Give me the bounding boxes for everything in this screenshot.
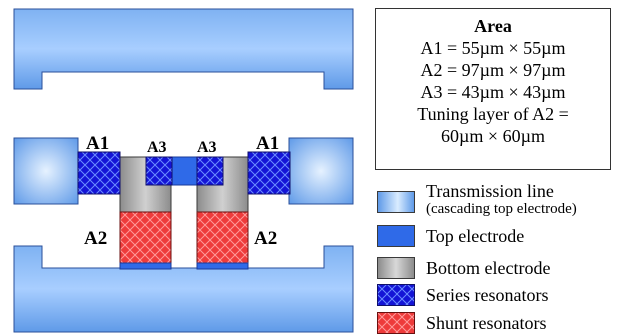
legend-label-bottom-electrode: Bottom electrode <box>426 258 551 278</box>
top-electrode-bridge <box>169 156 199 186</box>
area-line-a3: A3 = 43µm × 43µm <box>420 82 566 102</box>
legend-label-shunt-resonators: Shunt resonators <box>426 313 547 333</box>
top-electrode-swatch <box>377 225 415 247</box>
series-resonator-a3-right <box>196 156 224 186</box>
label-a1-right: A1 <box>256 133 279 154</box>
legend-label-transmission-line: Transmission line <box>426 181 554 201</box>
transmission-line-swatch <box>377 191 415 213</box>
label-a1-left: A1 <box>86 133 109 154</box>
area-line-a2: A2 = 97µm × 97µm <box>420 60 566 80</box>
label-a3-left: A3 <box>147 139 167 156</box>
label-a3-right: A3 <box>197 139 217 156</box>
series-resonators-swatch <box>377 284 415 306</box>
area-title: Area <box>474 16 512 36</box>
bottom-electrode-swatch <box>377 257 415 279</box>
series-resonator-a1-right <box>247 151 291 195</box>
right-signal-pad <box>288 137 354 205</box>
legend-label-top-electrode: Top electrode <box>426 226 525 246</box>
label-a2-left: A2 <box>84 228 107 249</box>
bottom-ground-line <box>13 245 354 333</box>
legend-label-series-resonators: Series resonators <box>426 285 549 305</box>
shunt-resonators-swatch <box>377 312 415 334</box>
series-resonator-a3-left <box>145 156 173 186</box>
left-signal-pad <box>13 137 79 205</box>
label-a2-right: A2 <box>254 228 277 249</box>
shunt-resonator-a2-left <box>119 211 172 264</box>
legend: Transmission line (cascading top electro… <box>373 178 631 335</box>
series-resonator-a1-left <box>77 151 121 195</box>
shunt-resonator-a2-right <box>196 211 249 264</box>
area-line-tuning: Tuning layer of A2 = <box>417 104 569 124</box>
top-ground-line <box>13 8 354 90</box>
area-line-a1: A1 = 55µm × 55µm <box>420 38 566 58</box>
legend-sublabel-transmission-line: (cascading top electrode) <box>426 201 577 217</box>
filter-layout-diagram: A1 A3 A3 A1 A2 A2 <box>13 8 354 333</box>
shunt-top-electrode-right <box>196 262 249 270</box>
shunt-top-electrode-left <box>119 262 172 270</box>
area-info-box: Area A1 = 55µm × 55µm A2 = 97µm × 97µm A… <box>375 8 611 170</box>
area-line-tuning-size: 60µm × 60µm <box>441 126 545 146</box>
